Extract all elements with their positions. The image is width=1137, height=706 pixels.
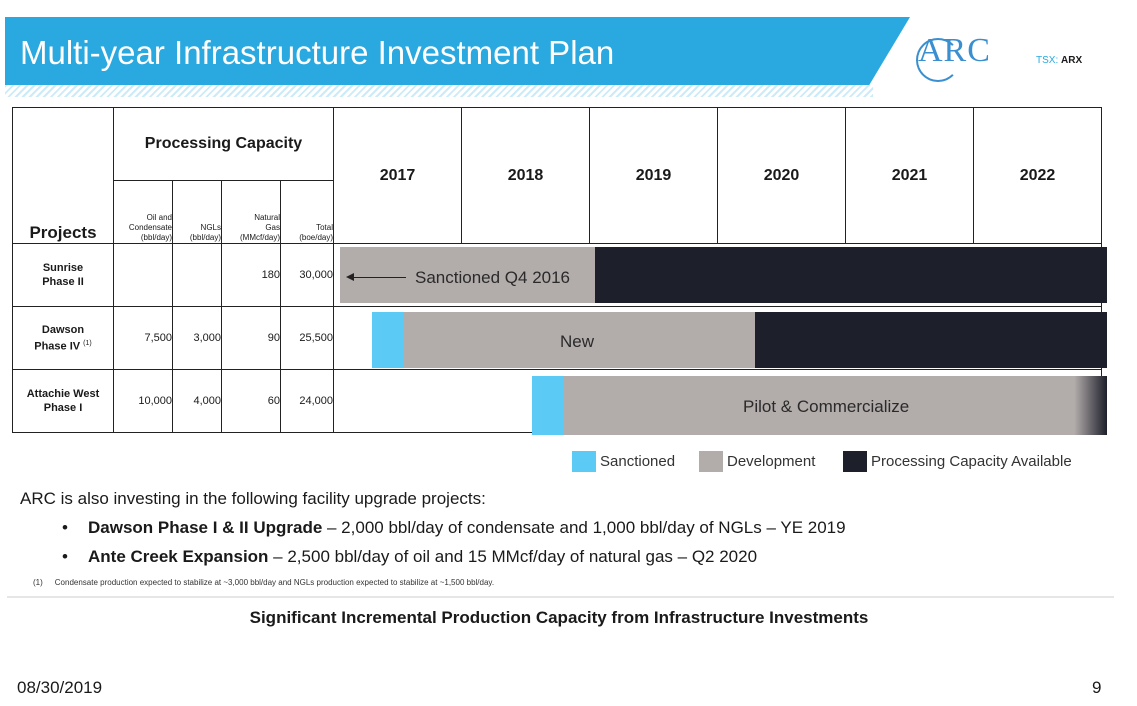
ngl-value: 3,000 (172, 306, 222, 370)
year-header: 2021 (845, 107, 974, 244)
legend-label: Processing Capacity Available (871, 453, 1072, 470)
oil-value: 7,500 (113, 306, 173, 370)
arrow-left-icon (346, 273, 354, 281)
bullet-icon: • (62, 547, 68, 566)
sunrise-bar-label: Sanctioned Q4 2016 (415, 268, 571, 287)
year-header: 2019 (589, 107, 718, 244)
project-name: Attachie West Phase I (12, 369, 114, 433)
banner-stripes (5, 85, 873, 97)
oil-value (113, 243, 173, 307)
gas-value: 180 (221, 243, 281, 307)
page-number: 9 (1092, 678, 1102, 697)
dawson-development-bar (404, 312, 755, 368)
year-header: 2020 (717, 107, 846, 244)
attachie-bar-label: Pilot & Commercialize (743, 397, 910, 416)
ticker-symbol: ARX (1061, 55, 1083, 66)
logo-ring (916, 38, 960, 82)
ngl-value (172, 243, 222, 307)
bullet-item: • Dawson Phase I & II Upgrade – 2,000 bbl… (62, 518, 846, 537)
total-value: 30,000 (280, 243, 334, 307)
ngls-header: NGLs (bbl/day) (172, 180, 222, 244)
attachie-sanctioned-bar (532, 376, 564, 435)
attachie-development-bar (564, 376, 1107, 435)
intro-text: ARC is also investing in the following f… (20, 489, 486, 508)
total-value: 25,500 (280, 306, 334, 370)
year-header: 2018 (461, 107, 590, 244)
tagline: Significant Incremental Production Capac… (249, 608, 869, 627)
total-value: 24,000 (280, 369, 334, 433)
gas-value: 60 (221, 369, 281, 433)
ticker: TSX: ARX (1036, 55, 1082, 66)
year-header: 2022 (973, 107, 1102, 244)
bullet-icon: • (62, 518, 68, 537)
legend-label: Sanctioned (600, 453, 676, 470)
ticker-prefix: TSX: (1036, 55, 1059, 66)
total-header: Total (boe/day) (280, 180, 334, 244)
sunrise-available-bar (595, 247, 1107, 303)
page-title: Multi-year Infrastructure Investment Pla… (20, 34, 615, 71)
dawson-sanctioned-bar (372, 312, 404, 368)
development-swatch (699, 451, 723, 472)
title-banner (5, 17, 910, 85)
ngl-value: 4,000 (172, 369, 222, 433)
arc-logo: ARC (918, 32, 991, 69)
sanctioned-swatch (572, 451, 596, 472)
arrow-line (352, 277, 406, 278)
legend-development: Development (699, 451, 815, 472)
available-swatch (843, 451, 867, 472)
project-name: Sunrise Phase II (12, 243, 114, 307)
dawson-available-bar (755, 312, 1107, 368)
footer-date: 08/30/2019 (17, 678, 103, 697)
dawson-bar-label: New (560, 332, 595, 351)
footnote: (1) Condensate production expected to sta… (33, 578, 495, 587)
natural-gas-header: Natural Gas (MMcf/day) (221, 180, 281, 244)
oil-condensate-header: Oil and Condensate (bbl/day) (113, 180, 173, 244)
bullet-item: • Ante Creek Expansion – 2,500 bbl/day of… (62, 547, 758, 566)
gas-value: 90 (221, 306, 281, 370)
legend-available: Processing Capacity Available (843, 451, 1072, 472)
sunrise-development-bar (340, 247, 595, 303)
divider (7, 596, 1114, 598)
projects-header: Projects (12, 107, 114, 244)
oil-value: 10,000 (113, 369, 173, 433)
year-header: 2017 (333, 107, 462, 244)
legend-label: Development (727, 453, 816, 470)
project-name: Dawson Phase IV (1) (12, 306, 114, 370)
processing-capacity-header: Processing Capacity (113, 107, 334, 181)
legend-sanctioned: Sanctioned (572, 451, 675, 472)
